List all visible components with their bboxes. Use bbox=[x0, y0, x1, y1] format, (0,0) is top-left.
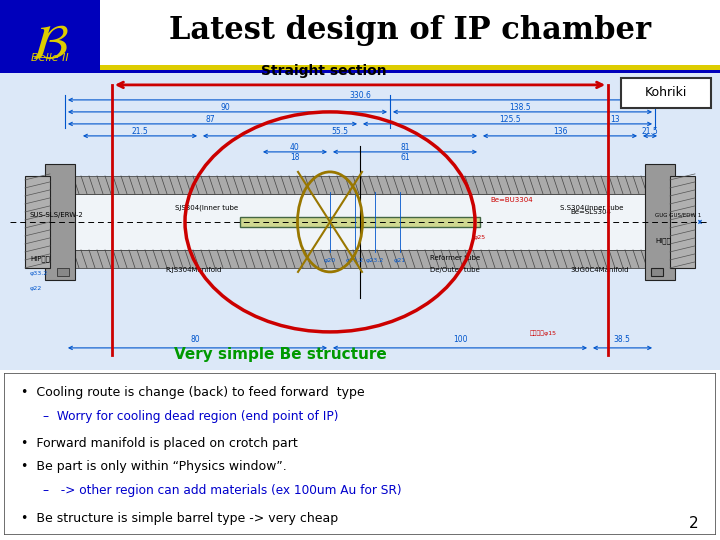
Text: 38.5: 38.5 bbox=[613, 335, 631, 345]
Text: –  Worry for cooling dead region (end point of IP): – Worry for cooling dead region (end poi… bbox=[42, 410, 338, 423]
Bar bbox=[100, 70, 720, 73]
Text: φ21.2: φ21.2 bbox=[346, 258, 364, 263]
Text: •  Forward manifold is placed on crotch part: • Forward manifold is placed on crotch p… bbox=[22, 436, 298, 450]
Bar bbox=[670, 176, 695, 268]
Text: 61: 61 bbox=[400, 153, 410, 163]
Text: Be=SLS304: Be=SLS304 bbox=[570, 209, 611, 215]
Text: Very simple Be structure: Very simple Be structure bbox=[174, 347, 387, 362]
Bar bbox=[57, 268, 69, 276]
Text: 136: 136 bbox=[553, 127, 567, 137]
Text: 138.5: 138.5 bbox=[509, 103, 531, 112]
Text: •  Be part is only within “Physics window”.: • Be part is only within “Physics window… bbox=[22, 460, 287, 473]
Text: 80: 80 bbox=[190, 335, 200, 345]
Text: φ23.2: φ23.2 bbox=[366, 258, 384, 263]
Text: 2: 2 bbox=[689, 516, 698, 531]
Text: 21.5: 21.5 bbox=[132, 127, 148, 137]
Text: φ22: φ22 bbox=[30, 286, 42, 291]
Bar bbox=[240, 217, 480, 227]
Text: •  Cooling route is change (back) to feed forward  type: • Cooling route is change (back) to feed… bbox=[22, 386, 365, 400]
Bar bbox=[65, 194, 655, 250]
Text: $\mathcal{B}$: $\mathcal{B}$ bbox=[31, 21, 68, 70]
Text: φ33.2: φ33.2 bbox=[30, 271, 48, 276]
Text: SUS-SLS/ERW-2: SUS-SLS/ERW-2 bbox=[30, 212, 84, 218]
Bar bbox=[65, 176, 655, 194]
Text: –   -> other region can add materials (ex 100um Au for SR): – -> other region can add materials (ex … bbox=[42, 484, 402, 497]
Bar bbox=[645, 164, 675, 280]
Text: HI接合: HI接合 bbox=[655, 237, 671, 244]
Text: 40: 40 bbox=[290, 144, 300, 152]
Text: 81: 81 bbox=[400, 144, 410, 152]
Text: 100: 100 bbox=[453, 335, 467, 345]
Text: Kohriki: Kohriki bbox=[645, 86, 687, 99]
Text: 87: 87 bbox=[205, 116, 215, 124]
Text: SJS304(Inner tube: SJS304(Inner tube bbox=[175, 205, 238, 211]
Text: Be=BU3304: Be=BU3304 bbox=[490, 197, 533, 203]
Text: 3UG0C4Manifold: 3UG0C4Manifold bbox=[570, 267, 629, 273]
Text: S.S304(Inner tube: S.S304(Inner tube bbox=[560, 205, 624, 211]
Text: 55.5: 55.5 bbox=[331, 127, 348, 137]
Bar bbox=[651, 268, 663, 276]
Bar bbox=[0, 0, 100, 73]
Text: •  Be structure is simple barrel type -> very cheap: • Be structure is simple barrel type -> … bbox=[22, 512, 338, 525]
Text: HIP接合: HIP接合 bbox=[30, 255, 50, 261]
Bar bbox=[65, 250, 655, 268]
Text: 125.5: 125.5 bbox=[499, 116, 521, 124]
Text: φ21: φ21 bbox=[394, 258, 406, 263]
Text: R.JS304Manifold: R.JS304Manifold bbox=[165, 267, 221, 273]
Text: φ25: φ25 bbox=[474, 235, 486, 240]
Text: GUG GUS/EDW 1: GUG GUS/EDW 1 bbox=[655, 213, 701, 218]
Text: Straight section: Straight section bbox=[261, 64, 387, 78]
Text: スペーナφ15: スペーナφ15 bbox=[530, 330, 557, 336]
Text: 18: 18 bbox=[290, 153, 300, 163]
Bar bbox=[100, 65, 720, 73]
Text: 330.6: 330.6 bbox=[349, 91, 371, 100]
Text: Belle II: Belle II bbox=[31, 53, 69, 63]
Bar bbox=[45, 164, 75, 280]
Text: De/Outer tube: De/Outer tube bbox=[430, 267, 480, 273]
Text: 21.5: 21.5 bbox=[642, 127, 658, 137]
Text: φ20: φ20 bbox=[324, 258, 336, 263]
Text: 13: 13 bbox=[610, 116, 620, 124]
Bar bbox=[25, 176, 50, 268]
Text: Reformer tube: Reformer tube bbox=[430, 255, 480, 261]
Text: Latest design of IP chamber: Latest design of IP chamber bbox=[169, 16, 651, 46]
FancyBboxPatch shape bbox=[621, 78, 711, 108]
Text: 90: 90 bbox=[220, 103, 230, 112]
